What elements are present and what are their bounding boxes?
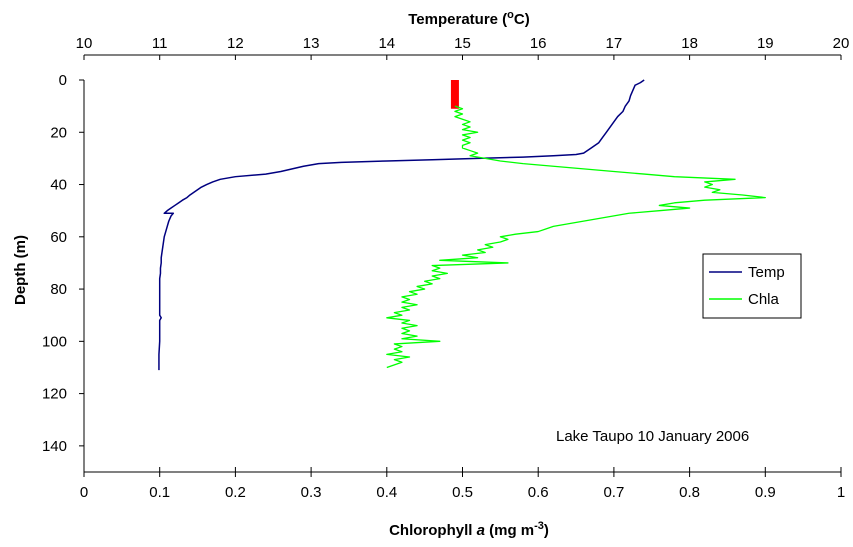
legend-label-chla: Chla	[748, 291, 780, 308]
series-layer	[158, 79, 766, 371]
y-tick-label: 60	[50, 229, 67, 246]
bottom-tick-label: 0.8	[679, 484, 700, 501]
bottom-tick-label: 1	[837, 484, 845, 501]
legend: Temp Chla	[702, 253, 802, 319]
chart-annotation: Lake Taupo 10 January 2006	[556, 428, 749, 445]
y-tick-label: 0	[59, 72, 67, 89]
bottom-tick-label: 0.7	[603, 484, 624, 501]
bottom-axis-title: Chlorophyll a (mg m-3)	[389, 520, 549, 539]
top-tick-label: 19	[757, 35, 774, 52]
top-tick-label: 10	[76, 35, 93, 52]
y-tick-label: 120	[42, 386, 67, 403]
bottom-tick-label: 0.3	[301, 484, 322, 501]
top-tick-label: 14	[378, 35, 395, 52]
bottom-tick-label: 0.6	[528, 484, 549, 501]
y-tick-label: 100	[42, 333, 67, 350]
top-tick-label: 20	[833, 35, 850, 52]
top-axis-title: Temperature (oC)	[408, 9, 529, 28]
bottom-tick-label: 0	[80, 484, 88, 501]
top-tick-label: 15	[454, 35, 471, 52]
top-tick-label: 17	[606, 35, 623, 52]
bottom-tick-label: 0.4	[376, 484, 397, 501]
top-tick-label: 11	[152, 35, 168, 52]
bottom-tick-label: 0.2	[225, 484, 246, 501]
top-tick-label: 16	[530, 35, 547, 52]
top-axis-ticks: 10 11 12 13 14 15 16 17 18 19 20	[76, 35, 850, 60]
bottom-axis-ticks: 0 0.1 0.2 0.3 0.4 0.5 0.6 0.7 0.8 0.9 1	[80, 467, 845, 501]
y-tick-label: 80	[50, 281, 67, 298]
y-tick-label: 140	[42, 438, 67, 455]
bottom-tick-label: 0.9	[755, 484, 776, 501]
top-tick-label: 18	[681, 35, 698, 52]
bottom-tick-label: 0.5	[452, 484, 473, 501]
top-tick-label: 13	[303, 35, 320, 52]
y-axis-ticks: 0 20 40 60 80 100 120 140	[42, 72, 84, 455]
series-line-chla	[386, 105, 766, 369]
top-tick-label: 12	[227, 35, 244, 52]
y-tick-label: 40	[50, 177, 67, 194]
bottom-tick-label: 0.1	[149, 484, 170, 501]
surface-marker	[450, 80, 459, 109]
y-tick-label: 20	[50, 124, 67, 141]
series-line-temp	[158, 79, 645, 371]
legend-label-temp: Temp	[748, 264, 785, 281]
y-axis-title: Depth (m)	[12, 235, 29, 305]
legend-box	[702, 253, 802, 319]
